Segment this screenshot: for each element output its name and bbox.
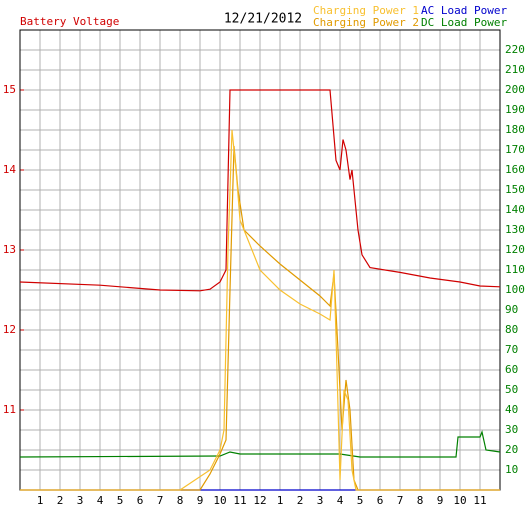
y2-tick-label: 90 (505, 303, 518, 316)
x-tick-label: 3 (77, 494, 84, 507)
x-tick-label: 2 (57, 494, 64, 507)
y2-tick-label: 20 (505, 443, 518, 456)
x-tick-label: 7 (157, 494, 164, 507)
y2-tick-label: 60 (505, 363, 518, 376)
y2-tick-label: 40 (505, 403, 518, 416)
y2-tick-label: 30 (505, 423, 518, 436)
y2-tick-label: 50 (505, 383, 518, 396)
x-tick-label: 10 (453, 494, 466, 507)
y2-tick-label: 10 (505, 463, 518, 476)
y2-tick-label: 210 (505, 63, 525, 76)
y2-tick-label: 200 (505, 83, 525, 96)
series-line (20, 145, 500, 491)
y2-tick-label: 100 (505, 283, 525, 296)
y-tick-label: 12 (3, 323, 16, 336)
y2-tick-label: 180 (505, 123, 525, 136)
series-line (20, 129, 500, 491)
x-tick-label: 9 (197, 494, 204, 507)
x-tick-label: 9 (437, 494, 444, 507)
y2-tick-label: 150 (505, 183, 525, 196)
legend-entry: Charging Power 2 (313, 16, 419, 29)
x-tick-label: 11 (473, 494, 486, 507)
x-tick-label: 5 (117, 494, 124, 507)
y-tick-label: 15 (3, 83, 16, 96)
x-tick-label: 4 (337, 494, 344, 507)
chart-date: 12/21/2012 (224, 12, 302, 27)
y2-tick-label: 170 (505, 143, 525, 156)
y2-tick-label: 140 (505, 203, 525, 216)
legend-entry: AC Load Power (421, 4, 507, 17)
y2-tick-label: 120 (505, 243, 525, 256)
legend-entry: DC Load Power (421, 16, 507, 29)
y-tick-label: 13 (3, 243, 16, 256)
y2-tick-label: 190 (505, 103, 525, 116)
series-line (19, 89, 501, 292)
x-tick-label: 1 (277, 494, 284, 507)
y2-tick-label: 130 (505, 223, 525, 236)
x-tick-label: 6 (137, 494, 144, 507)
y2-tick-label: 160 (505, 163, 525, 176)
x-tick-label: 10 (213, 494, 226, 507)
legend-entry: Charging Power 1 (313, 4, 419, 17)
x-tick-label: 8 (417, 494, 424, 507)
y-axis-title: Battery Voltage (20, 15, 119, 28)
x-tick-label: 2 (297, 494, 304, 507)
y2-tick-label: 110 (505, 263, 525, 276)
x-tick-label: 8 (177, 494, 184, 507)
y-tick-label: 14 (3, 163, 17, 176)
y2-tick-label: 220 (505, 43, 525, 56)
x-tick-label: 11 (233, 494, 246, 507)
x-tick-label: 5 (357, 494, 364, 507)
x-tick-label: 4 (97, 494, 104, 507)
y-tick-label: 11 (3, 403, 16, 416)
x-tick-label: 1 (37, 494, 44, 507)
x-tick-label: 6 (377, 494, 384, 507)
y2-tick-label: 80 (505, 323, 518, 336)
x-tick-label: 12 (253, 494, 266, 507)
x-tick-label: 3 (317, 494, 324, 507)
y2-tick-label: 70 (505, 343, 518, 356)
x-tick-label: 7 (397, 494, 404, 507)
series-line (19, 429, 501, 458)
